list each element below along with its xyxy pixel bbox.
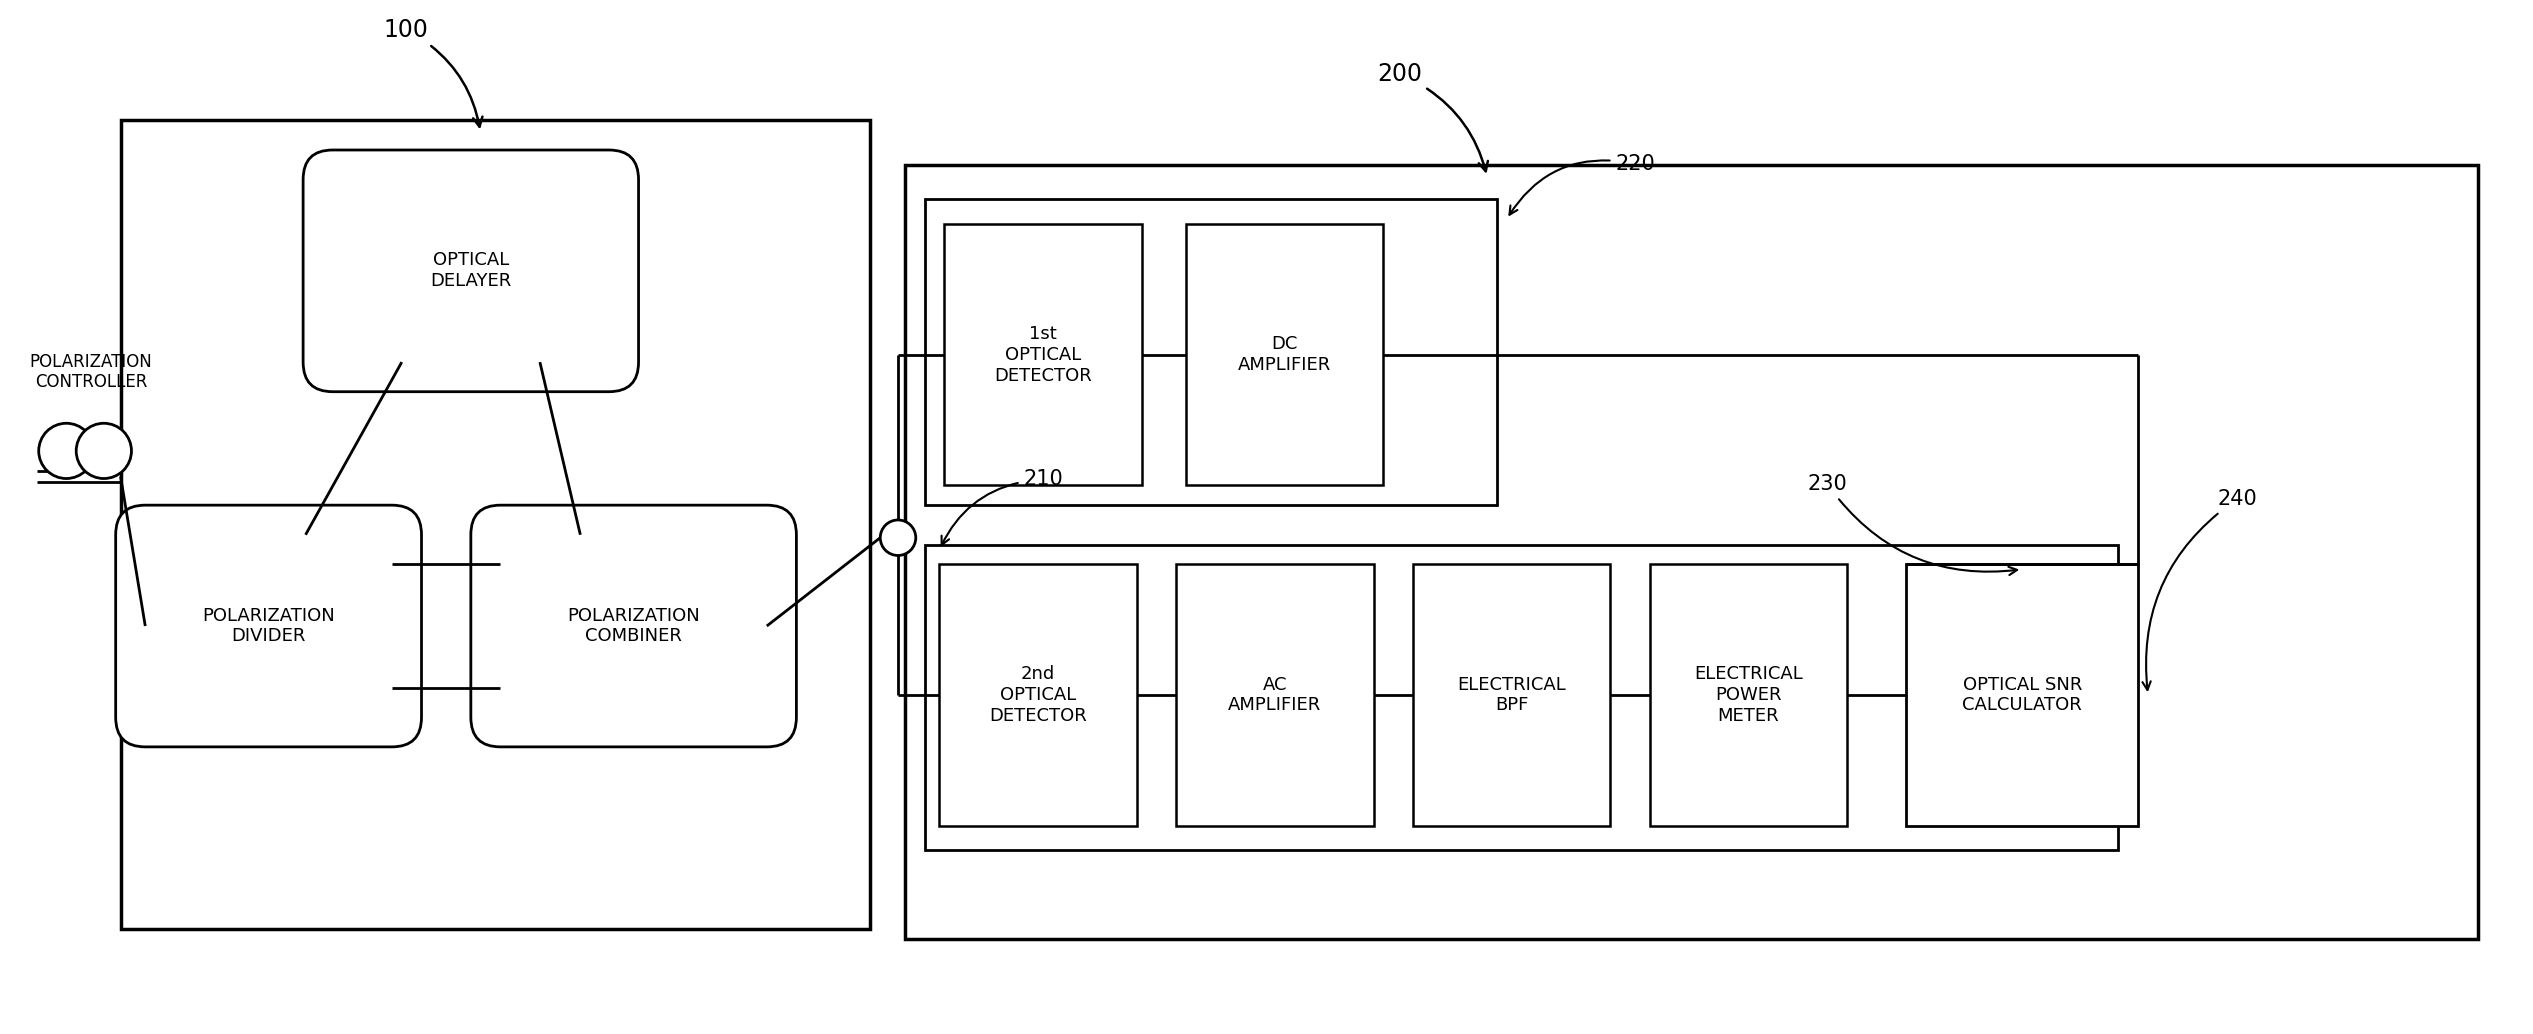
Text: POLARIZATION
CONTROLLER: POLARIZATION CONTROLLER bbox=[30, 353, 152, 392]
Text: POLARIZATION
COMBINER: POLARIZATION COMBINER bbox=[567, 607, 699, 645]
Text: 240: 240 bbox=[2143, 489, 2257, 690]
Text: AC
AMPLIFIER: AC AMPLIFIER bbox=[1229, 675, 1322, 714]
Text: 200: 200 bbox=[1378, 62, 1487, 172]
Text: ELECTRICAL
BPF: ELECTRICAL BPF bbox=[1456, 675, 1565, 714]
Circle shape bbox=[76, 423, 132, 479]
Text: 230: 230 bbox=[1809, 475, 2016, 575]
FancyBboxPatch shape bbox=[304, 150, 638, 392]
Text: 210: 210 bbox=[942, 469, 1064, 545]
Text: 1st
OPTICAL
DETECTOR: 1st OPTICAL DETECTOR bbox=[993, 325, 1092, 385]
Text: OPTICAL
DELAYER: OPTICAL DELAYER bbox=[431, 251, 512, 291]
Bar bbox=[1649, 565, 1847, 826]
Text: ELECTRICAL
POWER
METER: ELECTRICAL POWER METER bbox=[1695, 665, 1803, 725]
FancyBboxPatch shape bbox=[471, 506, 795, 747]
Bar bbox=[925, 200, 1497, 506]
Bar bbox=[1175, 565, 1373, 826]
Circle shape bbox=[38, 423, 94, 479]
Text: OPTICAL SNR
CALCULATOR: OPTICAL SNR CALCULATOR bbox=[1963, 675, 2082, 714]
Text: 100: 100 bbox=[382, 18, 481, 127]
Text: POLARIZATION
DIVIDER: POLARIZATION DIVIDER bbox=[203, 607, 334, 645]
Bar bbox=[1185, 224, 1383, 485]
Text: 220: 220 bbox=[1510, 154, 1654, 215]
Text: 2nd
OPTICAL
DETECTOR: 2nd OPTICAL DETECTOR bbox=[990, 665, 1087, 725]
Bar bbox=[904, 164, 2477, 939]
Bar bbox=[945, 224, 1142, 485]
Circle shape bbox=[881, 520, 917, 555]
Bar bbox=[940, 565, 1137, 826]
Bar bbox=[1413, 565, 1611, 826]
FancyBboxPatch shape bbox=[117, 506, 420, 747]
Text: DC
AMPLIFIER: DC AMPLIFIER bbox=[1239, 335, 1332, 374]
Bar bbox=[122, 120, 871, 930]
Bar bbox=[1907, 565, 2138, 826]
Bar bbox=[925, 545, 2118, 850]
